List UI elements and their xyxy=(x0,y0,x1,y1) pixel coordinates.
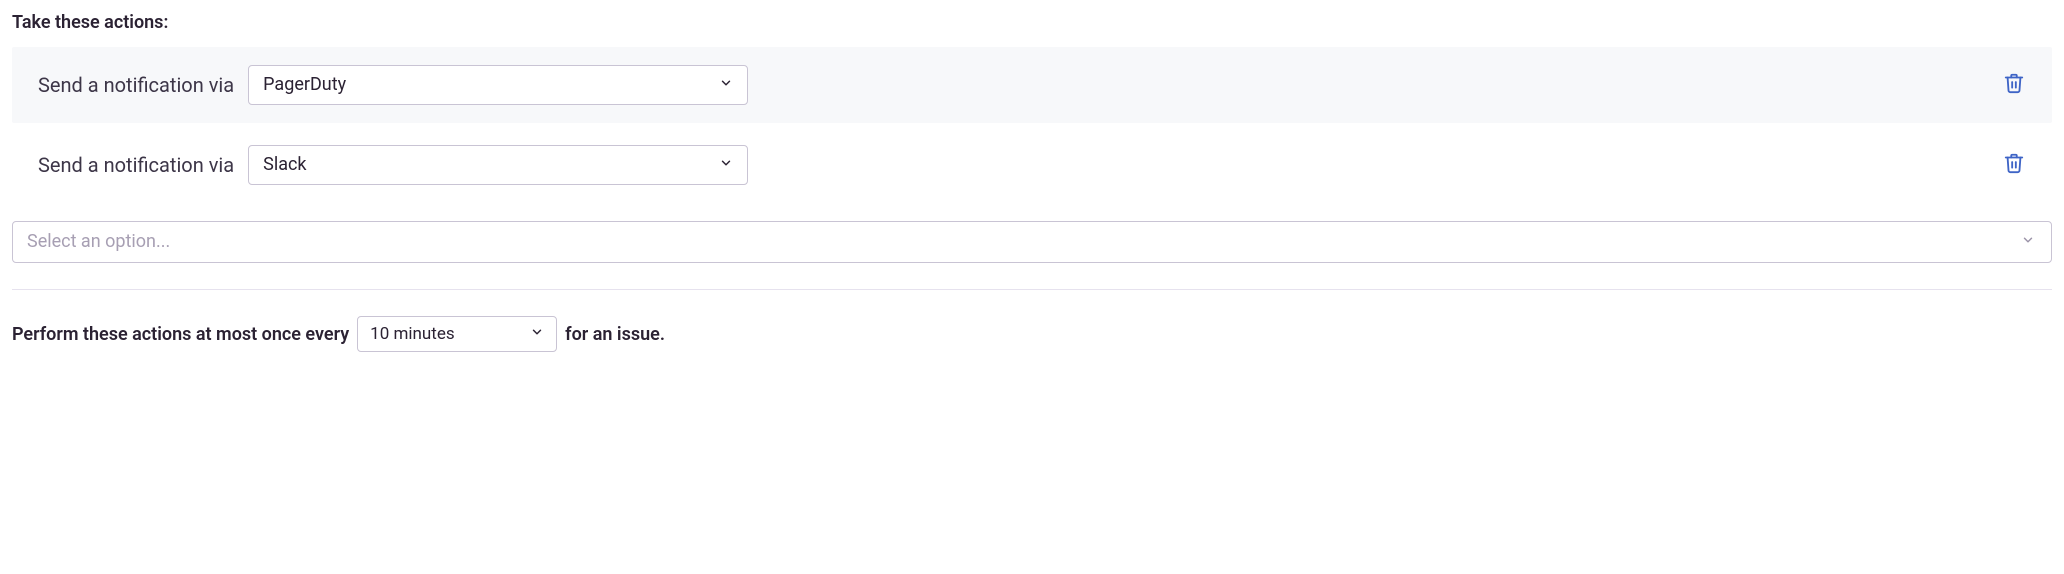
frequency-suffix: for an issue. xyxy=(565,324,665,345)
chevron-down-icon xyxy=(530,317,544,351)
add-action-select[interactable]: Select an option... xyxy=(12,221,2052,263)
notification-service-select[interactable]: Slack xyxy=(248,145,748,185)
action-label: Send a notification via xyxy=(38,73,234,97)
action-label: Send a notification via xyxy=(38,153,234,177)
actions-heading: Take these actions: xyxy=(12,12,2052,33)
trash-icon xyxy=(2003,72,2025,99)
add-action-placeholder: Select an option... xyxy=(27,231,170,252)
trash-icon xyxy=(2003,152,2025,179)
select-value: Slack xyxy=(263,154,306,175)
frequency-prefix: Perform these actions at most once every xyxy=(12,324,349,345)
section-divider xyxy=(12,289,2052,290)
chevron-down-icon xyxy=(719,146,733,184)
select-value: PagerDuty xyxy=(263,74,346,95)
chevron-down-icon xyxy=(719,66,733,104)
frequency-value: 10 minutes xyxy=(370,324,454,344)
frequency-row: Perform these actions at most once every… xyxy=(12,316,2052,352)
delete-action-button[interactable] xyxy=(2002,73,2026,97)
action-row: Send a notification via Slack xyxy=(12,127,2052,203)
chevron-down-icon xyxy=(2021,222,2035,262)
delete-action-button[interactable] xyxy=(2002,153,2026,177)
notification-service-select[interactable]: PagerDuty xyxy=(248,65,748,105)
actions-list: Send a notification via PagerDuty Send a… xyxy=(12,47,2052,203)
frequency-select[interactable]: 10 minutes xyxy=(357,316,557,352)
action-row: Send a notification via PagerDuty xyxy=(12,47,2052,123)
